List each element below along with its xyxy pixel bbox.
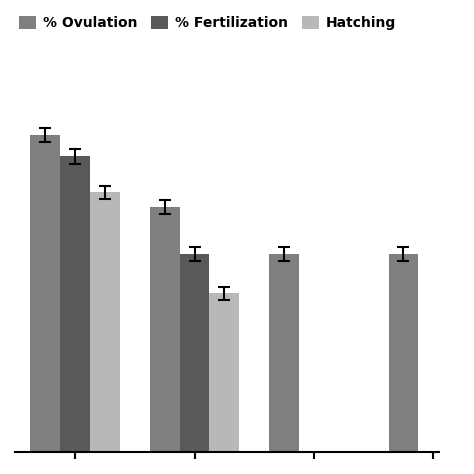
Bar (60, 156, 90, 452)
Bar (389, 254, 419, 452)
Legend: % Ovulation, % Fertilization, Hatching: % Ovulation, % Fertilization, Hatching (14, 11, 401, 36)
Bar (150, 207, 180, 452)
Bar (210, 293, 239, 452)
Bar (269, 254, 299, 452)
Bar (180, 254, 210, 452)
Bar (90, 192, 120, 452)
Bar (30, 135, 60, 452)
